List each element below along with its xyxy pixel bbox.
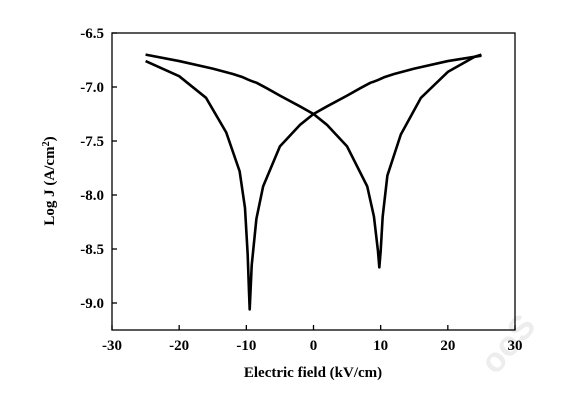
- y-axis-label-sup: 2: [41, 141, 52, 146]
- series-line-2: [145, 54, 482, 311]
- x-tick-label: 30: [508, 338, 523, 354]
- x-tick-label: -30: [102, 338, 122, 354]
- y-tick-label: -7.5: [80, 134, 104, 150]
- x-tick-label: 10: [373, 338, 388, 354]
- y-axis-label: Log J (A/cm2): [41, 136, 59, 225]
- y-axis-label-main: Log J (A/cm: [42, 146, 58, 226]
- y-axis: -6.5 -7.0 -7.5 -8.0 -8.5 -9.0: [80, 26, 117, 312]
- series-layer: [145, 53, 482, 311]
- series-line-1: [145, 53, 482, 269]
- x-tick-label: 20: [440, 338, 455, 354]
- y-tick-label: -7.0: [80, 80, 104, 96]
- x-tick-label: -20: [169, 338, 189, 354]
- y-tick-label: -9.0: [80, 296, 104, 312]
- y-axis-label-close: ): [42, 136, 58, 141]
- y-tick-label: -8.5: [80, 242, 104, 258]
- y-tick-label: -8.0: [80, 188, 104, 204]
- x-tick-label: 0: [310, 338, 318, 354]
- plot-frame: [111, 32, 516, 331]
- y-tick-label: -6.5: [80, 26, 104, 42]
- x-tick-label: -10: [236, 338, 256, 354]
- x-axis-label: Electric field (kV/cm): [244, 365, 382, 381]
- x-axis: -30 -20 -10 0 10 20 30: [102, 325, 523, 354]
